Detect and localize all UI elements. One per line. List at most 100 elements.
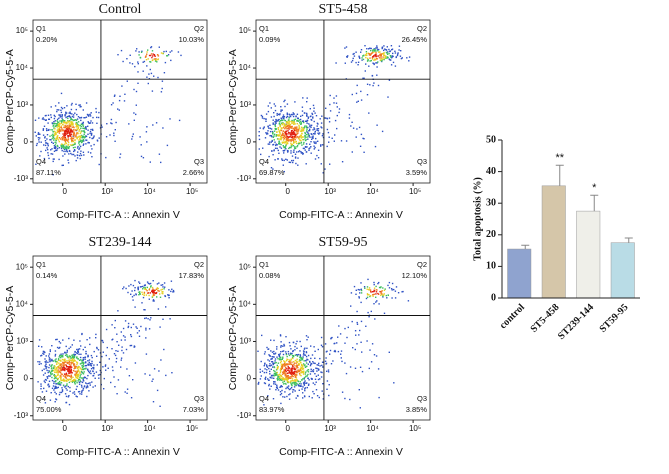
- event-dot: [138, 281, 140, 283]
- event-dot: [306, 347, 308, 349]
- event-dot: [381, 53, 383, 55]
- event-dot: [54, 387, 57, 389]
- event-dot: [153, 300, 155, 302]
- event-dot: [80, 353, 82, 355]
- event-dot: [147, 318, 149, 320]
- event-dot: [62, 145, 64, 147]
- event-dot: [368, 112, 370, 114]
- event-dot: [276, 114, 278, 116]
- event-dot: [321, 371, 323, 374]
- event-dot: [63, 368, 66, 370]
- event-dot: [317, 157, 320, 159]
- event-dot: [314, 350, 316, 352]
- event-dot: [384, 56, 387, 58]
- event-dot: [149, 282, 152, 285]
- event-dot: [356, 343, 358, 345]
- quadrant-name: Q2: [194, 24, 204, 33]
- event-dot: [357, 288, 359, 291]
- event-dot: [69, 116, 72, 119]
- event-dot: [391, 55, 393, 57]
- event-dot: [55, 125, 57, 127]
- event-dot: [51, 364, 53, 366]
- event-dot: [279, 146, 281, 148]
- event-dot: [286, 121, 289, 124]
- event-dot: [294, 384, 296, 386]
- event-dot: [271, 150, 273, 152]
- event-dot: [288, 354, 291, 357]
- event-dot: [307, 359, 309, 361]
- event-dot: [71, 131, 73, 133]
- event-dot: [279, 125, 281, 127]
- event-dot: [296, 394, 299, 397]
- event-dot: [35, 135, 37, 137]
- event-dot: [80, 377, 83, 379]
- event-dot: [400, 50, 402, 52]
- event-dot: [295, 379, 297, 381]
- event-dot: [375, 293, 377, 295]
- event-dot: [139, 291, 141, 293]
- event-dot: [42, 352, 44, 355]
- event-dot: [70, 131, 72, 133]
- event-dot: [63, 121, 65, 124]
- event-dot: [274, 370, 276, 373]
- event-dot: [79, 157, 81, 160]
- event-dot: [78, 353, 80, 355]
- event-dot: [378, 57, 381, 59]
- event-dot: [276, 144, 278, 146]
- event-dot: [370, 291, 372, 293]
- event-dot: [130, 293, 132, 295]
- event-dot: [265, 132, 267, 134]
- event-dot: [164, 286, 166, 288]
- event-dot: [292, 375, 294, 378]
- event-dot: [62, 129, 65, 131]
- event-dot: [311, 370, 314, 372]
- event-dot: [299, 139, 301, 141]
- event-dot: [67, 130, 70, 132]
- event-dot: [119, 156, 121, 159]
- event-dot: [376, 300, 378, 302]
- event-dot: [46, 129, 48, 132]
- event-dot: [312, 390, 314, 393]
- event-dot: [47, 384, 49, 386]
- event-dot: [301, 139, 304, 141]
- event-dot: [355, 289, 357, 291]
- event-dot: [316, 395, 319, 397]
- event-dot: [81, 368, 84, 371]
- event-dot: [310, 146, 312, 148]
- event-dot: [78, 148, 80, 151]
- bar: [541, 185, 566, 299]
- event-dot: [66, 132, 69, 134]
- event-dot: [391, 282, 394, 285]
- event-dot: [268, 143, 271, 145]
- event-dot: [76, 366, 78, 369]
- quadrant-percent: 87.11%: [36, 168, 61, 177]
- event-dot: [267, 110, 270, 113]
- event-dot: [271, 356, 273, 358]
- event-dot: [84, 356, 86, 359]
- event-dot: [303, 378, 305, 380]
- event-dot: [377, 50, 379, 52]
- event-dot: [263, 117, 265, 120]
- event-dot: [312, 361, 314, 363]
- event-dot: [142, 285, 144, 288]
- quadrant-percent: 75.00%: [36, 405, 62, 414]
- event-dot: [113, 376, 115, 378]
- event-dot: [145, 317, 147, 319]
- event-dot: [119, 95, 121, 97]
- event-dot: [64, 364, 66, 366]
- event-dot: [328, 384, 330, 386]
- event-dot: [280, 351, 282, 353]
- event-dot: [384, 57, 386, 59]
- quadrant-name: Q2: [194, 260, 204, 269]
- event-dot: [79, 376, 81, 379]
- event-dot: [302, 382, 305, 384]
- event-dot: [300, 134, 302, 136]
- event-dot: [125, 348, 128, 351]
- event-dot: [47, 154, 50, 157]
- event-dot: [77, 391, 80, 393]
- event-dot: [60, 377, 62, 379]
- event-dot: [276, 147, 278, 150]
- event-dot: [40, 363, 42, 365]
- event-dot: [126, 80, 128, 82]
- event-dot: [71, 359, 74, 361]
